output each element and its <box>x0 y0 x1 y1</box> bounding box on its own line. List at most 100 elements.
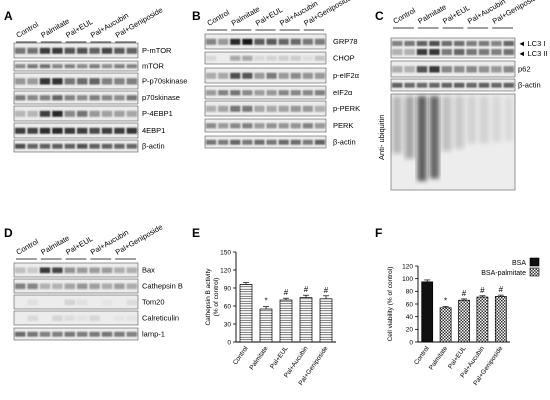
legend-swatch-f-bsa-palmitate <box>529 267 540 277</box>
blot-strip-d-lamp-1 <box>13 327 139 341</box>
band-b-p-perk-6 <box>266 105 277 112</box>
band-d-lamp-1-5 <box>64 331 75 337</box>
band-d-cathepsin-b-7 <box>89 283 100 290</box>
band-a-mtor-5 <box>64 64 75 69</box>
band-d-bax-8 <box>101 267 113 274</box>
smear-c-ubiquitin-9 <box>491 96 502 142</box>
band-d-bax-3 <box>39 267 51 274</box>
band-c-lc3-i-7 <box>466 41 477 46</box>
band-d-lamp-1-10 <box>126 331 137 337</box>
band-b-chop-7 <box>278 55 289 61</box>
bar-chart-f: 0 20 40 60 80 100 120 Cell viability (% of cont… <box>387 257 540 387</box>
band-d-calreticulin-9 <box>114 315 124 321</box>
band-b-chop-9 <box>302 55 313 61</box>
annotation-f-pal-eul: # <box>462 289 467 298</box>
band-a-actin-2 <box>27 143 38 149</box>
band-label-a-p70skinase: p70skinase <box>142 93 180 102</box>
band-a-p70skinase-4 <box>52 95 63 101</box>
band-c-p62-2 <box>404 66 415 73</box>
band-b-chop-4 <box>242 55 253 61</box>
band-b-perk-1 <box>206 123 217 129</box>
blot-strip-d-calreticulin <box>13 310 139 326</box>
band-c-lc3-i-9 <box>491 41 502 46</box>
y-tick-label-e-60: 60 <box>224 303 232 310</box>
band-b-grp78-5 <box>254 38 265 45</box>
band-c-p62-8 <box>478 66 490 73</box>
band-d-bax-10 <box>126 267 137 274</box>
y-tick-label-f-60: 60 <box>406 301 414 308</box>
band-a-4ebp1-1 <box>15 127 26 134</box>
band-c-beta-actin-1 <box>392 82 403 88</box>
y-label-e-2: (% of control) <box>213 278 220 317</box>
band-label-c-p62: p62 <box>518 65 531 74</box>
band-label-a-actin: β-actin <box>142 142 165 151</box>
band-b-eif2-9 <box>302 90 313 96</box>
blot-panel-c: Control PalmitatePal+EULPal+AucubinPal+Ge… <box>377 0 548 191</box>
band-c-p62-1 <box>392 66 403 73</box>
band-a-p-mtor-7 <box>89 47 100 54</box>
band-b-perk-5 <box>254 123 265 129</box>
smear-c-ubiquitin-3 <box>417 96 427 181</box>
band-a-p-4ebp1-4 <box>52 110 63 117</box>
bar-e-palmitate <box>259 308 273 343</box>
band-a-p-p70skinase-7 <box>89 78 100 85</box>
band-b-p-eif2-4 <box>242 72 253 79</box>
band-d-lamp-1-1 <box>15 331 26 337</box>
band-label-b-actin: β-actin <box>333 138 356 147</box>
band-c-beta-actin-4 <box>429 82 440 88</box>
band-a-mtor-10 <box>126 64 137 69</box>
band-c-lc3-ii-4 <box>429 49 440 55</box>
band-d-cathepsin-b-4 <box>52 283 63 290</box>
band-a-p-mtor-1 <box>15 47 26 54</box>
band-label-a-p-4ebp1: P-4EBP1 <box>142 109 173 118</box>
panel-letter-f: F <box>375 226 382 240</box>
band-b-p-eif2-7 <box>278 72 289 79</box>
band-label-b-perk: PERK <box>333 121 353 130</box>
blot-strip-b-p-perk <box>204 100 327 117</box>
y-tick-label-f-0: 0 <box>409 339 413 346</box>
band-b-p-perk-7 <box>278 105 289 112</box>
band-b-p-perk-10 <box>314 105 325 112</box>
y-label-e-1: Cathepsin B activity <box>205 268 212 326</box>
band-a-p-4ebp1-6 <box>77 110 88 117</box>
annotation-f-pal-geniposide: # <box>499 285 504 294</box>
band-b-grp78-2 <box>218 38 229 45</box>
y-tick-label-e-30: 30 <box>224 321 232 328</box>
band-a-actin-5 <box>64 143 75 149</box>
band-a-4ebp1-10 <box>126 127 137 134</box>
band-a-p70skinase-5 <box>64 95 75 101</box>
bar-f-palmitate <box>439 307 452 343</box>
band-a-p70skinase-9 <box>114 95 125 101</box>
band-b-actin-3 <box>230 139 241 145</box>
lane-label-b-control: Control <box>206 8 232 28</box>
band-b-p-perk-8 <box>290 105 301 112</box>
band-a-p-4ebp1-3 <box>39 110 51 117</box>
band-b-perk-3 <box>230 123 241 129</box>
y-tick-label-e-150: 150 <box>220 249 231 256</box>
band-d-lamp-1-6 <box>77 331 88 337</box>
band-label-a-p-mtor: P-mTOR <box>142 46 172 55</box>
band-c-lc3-i-8 <box>478 41 490 46</box>
band-d-lamp-1-7 <box>89 331 100 337</box>
band-label-d-cathepsin-b: Cathepsin B <box>142 282 183 291</box>
band-a-p70skinase-8 <box>101 95 113 101</box>
band-label-a-mtor: mTOR <box>142 62 165 71</box>
band-label-c-beta-actin: β-actin <box>518 81 541 90</box>
blot-strip-a-actin <box>13 139 139 153</box>
band-label-c-lc3-ii: ◄ LC3 II <box>518 49 548 58</box>
band-a-4ebp1-7 <box>89 127 100 134</box>
band-d-cathepsin-b-10 <box>126 283 137 290</box>
panel-letter-e: E <box>192 226 200 240</box>
band-a-actin-4 <box>52 143 63 149</box>
band-a-p-4ebp1-1 <box>15 110 26 117</box>
band-c-p62-3 <box>416 66 428 73</box>
band-a-p-p70skinase-1 <box>15 78 26 85</box>
bar-e-pal-aucubin <box>299 297 313 343</box>
band-a-mtor-8 <box>101 64 113 69</box>
band-d-tom20-6 <box>77 299 88 306</box>
band-a-actin-3 <box>39 143 51 149</box>
blot-strip-a-p-4ebp1 <box>13 105 139 122</box>
band-a-p-4ebp1-7 <box>89 110 100 117</box>
band-a-p-p70skinase-8 <box>101 78 113 85</box>
